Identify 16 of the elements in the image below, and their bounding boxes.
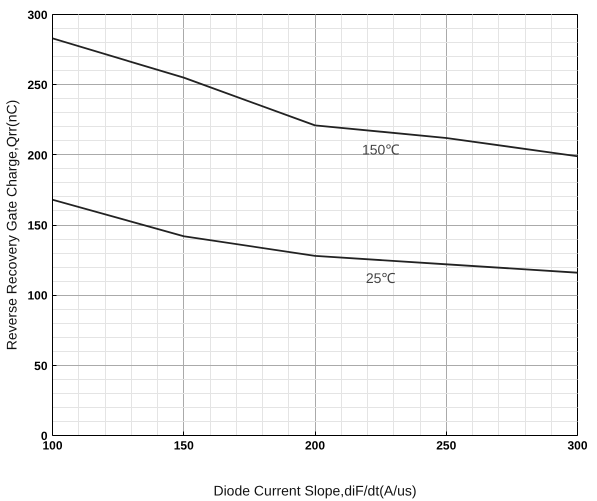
y-tick-label: 100 [27,288,48,303]
y-tick-label: 250 [27,78,48,92]
x-axis-title: Diode Current Slope,diF/dt(A/us) [213,482,417,498]
y-tick-label: 50 [34,358,48,373]
x-tick-label: 300 [567,438,588,452]
y-tick-label: 150 [27,218,48,232]
x-tick-label: 150 [174,438,194,452]
x-tick-label: 250 [436,438,457,452]
series-label: 150℃ [362,142,400,158]
line-series [52,198,578,274]
series-label: 25℃ [366,270,396,286]
x-tick-label: 200 [304,438,326,452]
line-series [52,37,578,158]
y-tick-label: 200 [27,148,48,162]
y-axis-title: Reverse Recovery Gate Charge,Qrr(nC) [3,100,20,350]
y-tick-label: 300 [27,8,48,22]
